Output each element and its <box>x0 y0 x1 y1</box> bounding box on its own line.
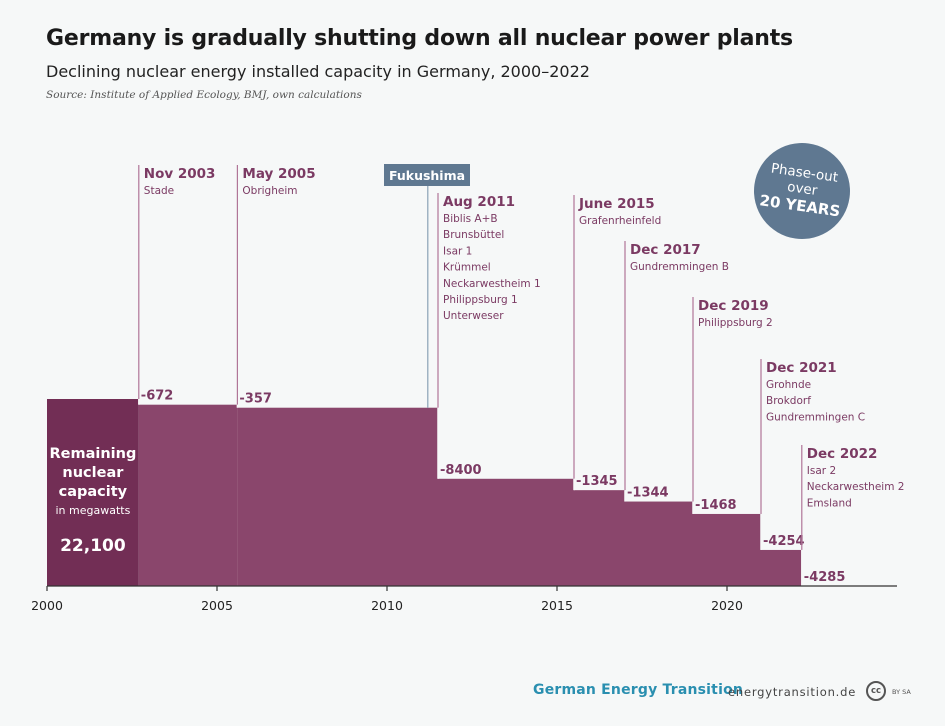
capacity-step-bar <box>237 407 438 586</box>
plant-name-label: Isar 2 <box>807 465 836 477</box>
plant-name-label: Grohnde <box>766 379 811 391</box>
fukushima-label: Fukushima <box>389 168 465 183</box>
footer-brand: German Energy Transition <box>533 682 744 698</box>
cc-license-icon: cc <box>866 681 886 701</box>
fukushima-label-box <box>384 164 470 186</box>
chart-source: Source: Institute of Applied Ecology, BM… <box>46 89 362 101</box>
shutdown-date-label: Aug 2011 <box>443 194 515 210</box>
capacity-change-label: -8400 <box>440 463 482 478</box>
chart-subtitle: Declining nuclear energy installed capac… <box>46 62 590 81</box>
capacity-step-bar <box>625 501 693 586</box>
capacity-change-label: -4285 <box>804 570 846 585</box>
capacity-change-label: -1344 <box>627 486 669 501</box>
plant-name-label: Obrigheim <box>242 185 297 197</box>
plant-name-label: Unterweser <box>443 310 504 322</box>
capacity-step-bar <box>574 490 625 586</box>
initial-capacity-label: Remaining <box>49 446 136 462</box>
plant-name-label: Emsland <box>807 497 852 509</box>
plant-name-label: Stade <box>144 185 174 197</box>
plant-name-label: Grafenrheinfeld <box>579 215 661 227</box>
capacity-step-bar <box>693 513 761 586</box>
cc-license-text: BY SA <box>892 688 911 696</box>
initial-capacity-bar <box>47 399 139 586</box>
capacity-change-label: -4254 <box>763 534 805 549</box>
shutdown-date-label: Dec 2019 <box>698 298 769 314</box>
x-axis-tick-label: 2000 <box>31 598 63 613</box>
plant-name-label: Neckarwestheim 2 <box>807 481 905 493</box>
x-axis-tick-label: 2010 <box>371 598 403 613</box>
capacity-step-bar <box>438 478 574 586</box>
x-axis-tick-label: 2020 <box>711 598 743 613</box>
shutdown-date-label: June 2015 <box>578 196 655 212</box>
plant-name-label: Neckarwestheim 1 <box>443 278 541 290</box>
badge-line-3: 20 YEARS <box>758 191 842 221</box>
initial-capacity-label: nuclear <box>62 465 124 481</box>
capacity-change-label: -672 <box>141 389 174 404</box>
plant-name-label: Brunsbüttel <box>443 229 504 241</box>
shutdown-date-label: May 2005 <box>242 166 315 182</box>
chart-title: Germany is gradually shutting down all n… <box>46 26 793 51</box>
plant-name-label: Philippsburg 1 <box>443 294 518 306</box>
x-axis-tick-label: 2015 <box>541 598 573 613</box>
plant-name-label: Gundremmingen B <box>630 261 729 273</box>
initial-unit-label: in megawatts <box>55 504 130 517</box>
shutdown-date-label: Dec 2022 <box>807 446 878 462</box>
capacity-change-label: -1468 <box>695 498 737 513</box>
capacity-change-label: -1345 <box>576 474 618 489</box>
initial-capacity-label: capacity <box>59 484 128 500</box>
plant-name-label: Krümmel <box>443 262 491 274</box>
footer-url[interactable]: energytransition.de <box>728 685 857 699</box>
capacity-change-label: -357 <box>239 392 272 407</box>
plant-name-label: Philippsburg 2 <box>698 317 773 329</box>
capacity-step-bar <box>761 549 802 586</box>
plant-name-label: Brokdorf <box>766 395 811 407</box>
plant-name-label: Biblis A+B <box>443 213 498 225</box>
x-axis-tick-label: 2005 <box>201 598 233 613</box>
initial-value-label: 22,100 <box>60 536 126 556</box>
shutdown-date-label: Dec 2021 <box>766 360 837 376</box>
shutdown-date-label: Nov 2003 <box>144 166 216 182</box>
plant-name-label: Gundremmingen C <box>766 411 865 423</box>
shutdown-date-label: Dec 2017 <box>630 242 701 258</box>
capacity-step-bar <box>138 404 238 586</box>
plant-name-label: Isar 1 <box>443 245 472 257</box>
